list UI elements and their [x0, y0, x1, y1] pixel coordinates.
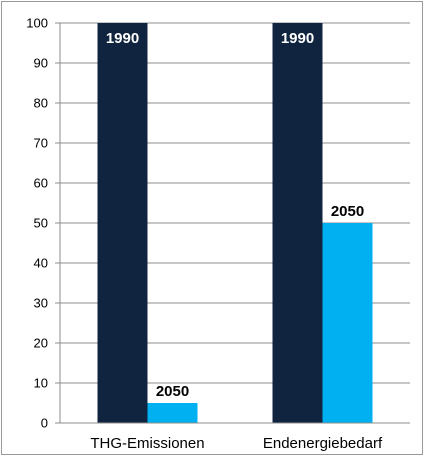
y-tick-label-50: 50 — [34, 216, 48, 231]
labels: 1990 2050 THG-Emissionen 1990 2050 Endenergie… — [90, 30, 383, 452]
y-tick-label-30: 30 — [34, 296, 48, 311]
y-tick-label-20: 20 — [34, 336, 48, 351]
y-tick-label-40: 40 — [34, 256, 48, 271]
y-tick-label-60: 60 — [34, 176, 48, 191]
y-tick-label-90: 90 — [34, 56, 48, 71]
y-tick-label-10: 10 — [34, 376, 48, 391]
bar-label-1990-1: 1990 — [281, 30, 314, 47]
y-tick-label-70: 70 — [34, 136, 48, 151]
bar-label-2050-0: 2050 — [156, 383, 189, 400]
x-category-label-0: THG-Emissionen — [90, 435, 204, 452]
bar-1990-0 — [97, 23, 148, 423]
bars — [97, 23, 373, 423]
y-tick-label-80: 80 — [34, 96, 48, 111]
bar-label-1990-0: 1990 — [106, 30, 139, 47]
x-category-label-1: Endenergiebedarf — [263, 435, 383, 452]
y-tick-label-0: 0 — [41, 416, 48, 431]
bar-1990-1 — [272, 23, 323, 423]
bar-2050-1 — [322, 223, 373, 423]
bar-label-2050-1: 2050 — [331, 203, 364, 220]
y-tick-label-100: 100 — [26, 16, 48, 31]
axes: 0 10 20 30 40 50 60 70 80 90 100 — [26, 16, 410, 431]
bar-2050-0 — [147, 403, 198, 423]
